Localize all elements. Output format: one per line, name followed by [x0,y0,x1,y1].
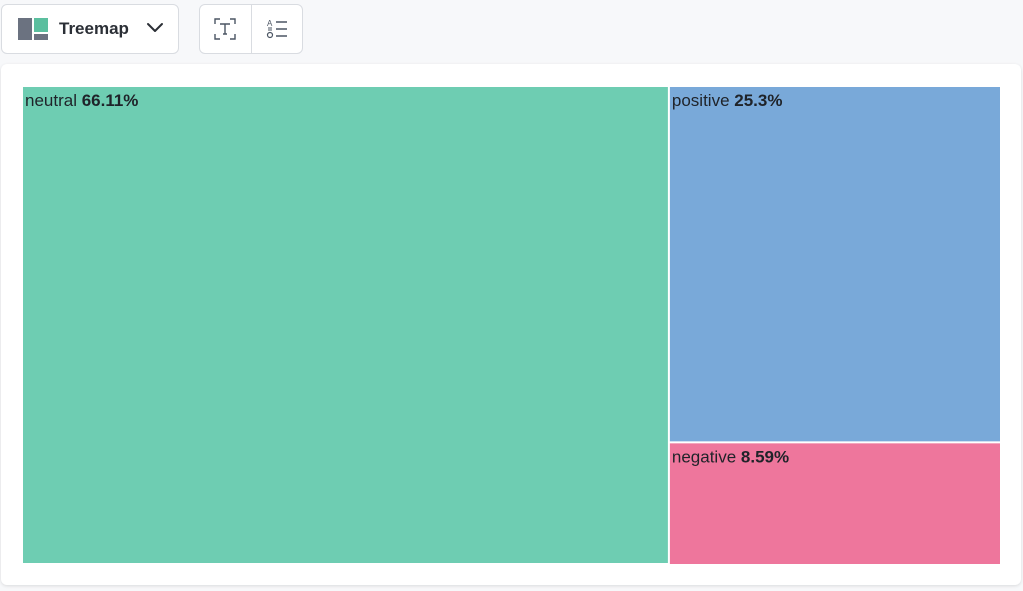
sorted-list-icon: A [266,18,288,40]
view-options-group: A [199,4,303,54]
treemap-category-name: negative [672,447,741,466]
list-tool-button[interactable]: A [252,5,303,53]
treemap-icon [18,18,48,40]
text-frame-icon [214,18,236,40]
svg-text:A: A [267,19,273,28]
treemap-category-name: positive [672,91,734,110]
treemap-rect-positive[interactable] [670,87,1000,441]
treemap-value-label: 25.3% [734,91,782,110]
treemap-value-label: 8.59% [741,447,789,466]
treemap-value-label: 66.11% [82,91,139,110]
treemap-tile-positive[interactable]: positive 25.3% [670,87,1000,441]
chevron-down-icon [146,22,164,34]
treemap-tile-neutral[interactable]: neutral 66.11% [23,87,668,563]
chart-card: neutral 66.11% positive 25.3% negative 8.5… [1,64,1021,585]
treemap-chart: neutral 66.11% positive 25.3% negative 8.5… [1,64,1021,585]
treemap-label-negative: negative 8.59% [672,447,789,466]
treemap-label-neutral: neutral 66.11% [25,91,138,110]
treemap-label-positive: positive 25.3% [672,91,783,110]
toolbar: Treemap A [0,0,1023,60]
chart-type-label: Treemap [59,19,129,39]
text-tool-button[interactable] [200,5,251,53]
treemap-rect-neutral[interactable] [23,87,668,563]
treemap-tile-negative[interactable]: negative 8.59% [670,443,1000,564]
treemap-category-name: neutral [25,91,82,110]
chart-type-dropdown[interactable]: Treemap [1,4,179,54]
